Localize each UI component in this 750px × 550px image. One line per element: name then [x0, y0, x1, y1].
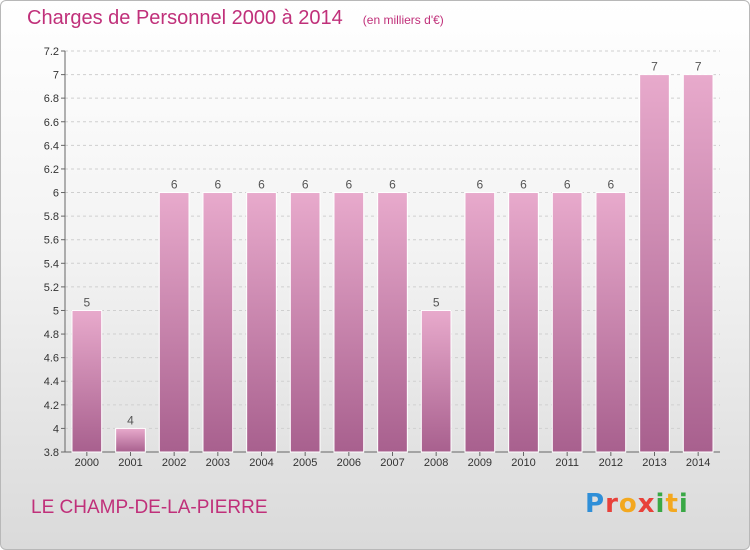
y-tick-label: 6.2: [44, 164, 59, 176]
data-label: 7: [651, 60, 658, 74]
y-tick-label: 4.8: [44, 329, 59, 341]
y-tick-label: 6.6: [44, 117, 59, 129]
x-tick-label: 2003: [206, 457, 230, 469]
bar: [639, 74, 670, 453]
title-row: Charges de Personnel 2000 à 2014 (en mil…: [27, 7, 444, 30]
bar: [158, 192, 190, 453]
proxiti-logo: Proxiti: [585, 489, 689, 519]
x-tick-label: 2010: [511, 457, 535, 469]
bar: [333, 192, 365, 453]
x-tick-label: 2012: [599, 457, 623, 469]
bar: [115, 427, 146, 453]
bar: [246, 192, 277, 453]
y-tick-label: 5.2: [44, 282, 59, 294]
y-tick-label: 4: [53, 423, 59, 435]
data-label: 5: [433, 295, 440, 309]
chart-title: Charges de Personnel 2000 à 2014: [27, 7, 343, 29]
town-name: LE CHAMP-DE-LA-PIERRE: [31, 497, 268, 518]
x-tick-label: 2008: [424, 457, 448, 469]
data-label: 6: [607, 178, 614, 192]
y-tick-label: 5.4: [44, 258, 59, 270]
x-tick-label: 2014: [686, 457, 710, 469]
data-label: 6: [302, 178, 309, 192]
x-tick-label: 2002: [162, 457, 186, 469]
data-label: 5: [83, 295, 90, 309]
y-tick-label: 4.4: [44, 376, 59, 388]
y-tick-label: 6: [53, 188, 59, 200]
x-tick-label: 2013: [642, 457, 666, 469]
bar: [508, 192, 539, 453]
x-tick-label: 2009: [468, 457, 492, 469]
y-tick-label: 6.8: [44, 93, 59, 105]
y-tick-label: 4.2: [44, 400, 59, 412]
x-tick-label: 2006: [337, 457, 361, 469]
data-label: 6: [214, 178, 221, 192]
bar: [595, 192, 627, 453]
bar: [682, 74, 714, 453]
x-tick-label: 2011: [555, 457, 579, 469]
data-label: 6: [476, 178, 483, 192]
y-tick-label: 4.6: [44, 353, 59, 365]
y-tick-label: 5.6: [44, 235, 59, 247]
data-label: 6: [171, 178, 178, 192]
y-tick-label: 5.8: [44, 211, 59, 223]
bar: [377, 192, 408, 453]
y-tick-label: 3.8: [44, 447, 59, 459]
bar: [551, 192, 583, 453]
bar: [420, 309, 452, 453]
bar: [202, 192, 234, 453]
x-tick-label: 2007: [380, 457, 404, 469]
data-label: 6: [389, 178, 396, 192]
data-label: 6: [520, 178, 527, 192]
x-tick-label: 2004: [249, 457, 273, 469]
data-label: 4: [127, 413, 134, 427]
y-tick-label: 6.4: [44, 140, 59, 152]
data-label: 7: [695, 60, 702, 74]
data-label: 6: [258, 178, 265, 192]
y-tick-label: 5: [53, 305, 59, 317]
x-tick-label: 2000: [75, 457, 99, 469]
x-tick-label: 2001: [118, 457, 142, 469]
x-tick-label: 2005: [293, 457, 317, 469]
y-tick-label: 7.2: [44, 46, 59, 58]
data-label: 6: [345, 178, 352, 192]
bar: [464, 192, 496, 453]
bar: [71, 309, 103, 453]
y-tick-label: 7: [53, 70, 59, 82]
data-label: 6: [564, 178, 571, 192]
chart-subtitle: (en milliers d'€): [362, 13, 444, 27]
bar: [289, 192, 321, 453]
